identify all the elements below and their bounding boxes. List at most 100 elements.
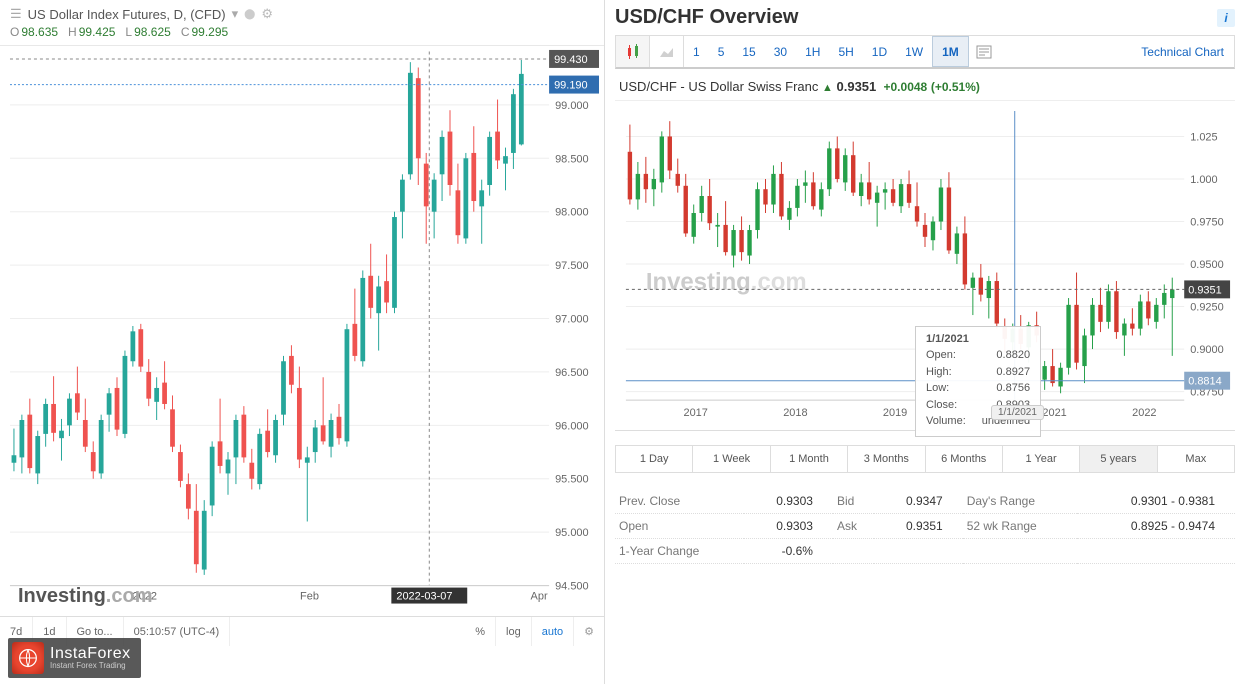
svg-text:2021: 2021 [1042, 407, 1066, 419]
overview-title: USD/CHF Overview i [615, 0, 1235, 35]
tf-tab-15[interactable]: 15 [733, 36, 764, 67]
svg-text:Feb: Feb [300, 591, 319, 603]
stat-label: Ask [833, 514, 874, 539]
stat-value: 0.9351 [874, 514, 963, 539]
svg-text:Investing.com: Investing.com [646, 269, 807, 296]
stats-row: Open0.9303Ask0.935152 wk Range0.8925 - 0… [615, 514, 1235, 539]
tf-tab-30[interactable]: 30 [765, 36, 796, 67]
dropdown-icon[interactable]: ▾ [232, 6, 239, 22]
stat-label [963, 539, 1077, 564]
gear-icon[interactable]: ⚙ [261, 6, 273, 22]
svg-text:94.500: 94.500 [555, 581, 589, 593]
right-panel: USD/CHF Overview i 1515301H5H1D1W1M Tech… [605, 0, 1245, 684]
svg-text:0.9000: 0.9000 [1190, 344, 1224, 356]
svg-text:95.000: 95.000 [555, 527, 589, 539]
ohlc-low: L98.625 [125, 25, 170, 39]
toolbar-btn-6[interactable]: auto [532, 617, 574, 646]
range-btn-1-Week[interactable]: 1 Week [693, 446, 770, 472]
technical-chart-link[interactable]: Technical Chart [1131, 45, 1234, 59]
stat-value: 0.9301 - 0.9381 [1077, 489, 1235, 514]
svg-text:2017: 2017 [684, 407, 708, 419]
date-pill: 1/1/2021 [991, 405, 1044, 420]
svg-text:2018: 2018 [783, 407, 807, 419]
svg-text:98.000: 98.000 [555, 207, 589, 219]
stat-label: 1-Year Change [615, 539, 744, 564]
svg-text:0.9500: 0.9500 [1190, 259, 1224, 271]
news-icon[interactable] [969, 45, 999, 59]
investing-watermark: Investing.com [18, 585, 152, 608]
svg-text:Apr: Apr [531, 591, 548, 603]
stats-row: Prev. Close0.9303Bid0.9347Day's Range0.9… [615, 489, 1235, 514]
svg-text:0.9750: 0.9750 [1190, 217, 1224, 229]
stat-value: 0.8925 - 0.9474 [1077, 514, 1235, 539]
instaforex-name: InstaForex [50, 646, 131, 662]
stat-label: Open [615, 514, 744, 539]
tf-tab-1W[interactable]: 1W [896, 36, 932, 67]
instaforex-logo-icon [12, 642, 44, 674]
info-icon[interactable]: i [1217, 9, 1235, 27]
instaforex-badge: InstaForex Instant Forex Trading [8, 638, 141, 678]
ohlc-open: O98.635 [10, 25, 58, 39]
svg-text:2019: 2019 [883, 407, 907, 419]
svg-text:96.000: 96.000 [555, 420, 589, 432]
tf-tab-1M[interactable]: 1M [932, 36, 969, 67]
stat-label: Bid [833, 489, 874, 514]
svg-text:0.8814: 0.8814 [1188, 376, 1222, 388]
circle-icon[interactable]: ⬤ [244, 9, 255, 20]
quote-bar: USD/CHF - US Dollar Swiss Franc ▲ 0.9351… [615, 69, 1235, 101]
left-chart-panel: ☰ US Dollar Index Futures, D, (CFD) ▾ ⬤ … [0, 0, 605, 684]
toolbar-gear-icon[interactable]: ⚙ [574, 625, 604, 638]
svg-text:1.000: 1.000 [1190, 174, 1217, 186]
svg-text:95.500: 95.500 [555, 474, 589, 486]
range-btn-6-Months[interactable]: 6 Months [926, 446, 1003, 472]
svg-text:96.500: 96.500 [555, 367, 589, 379]
svg-text:2022: 2022 [1132, 407, 1156, 419]
svg-text:97.500: 97.500 [555, 260, 589, 272]
range-btn-3-Months[interactable]: 3 Months [848, 446, 925, 472]
left-chart-area[interactable]: 94.500 95.000 95.500 96.000 96.500 97.000 97.5… [0, 46, 604, 616]
stat-label [833, 539, 874, 564]
timeframe-tabs: 1515301H5H1D1W1M Technical Chart [615, 35, 1235, 69]
stats-table: Prev. Close0.9303Bid0.9347Day's Range0.9… [615, 489, 1235, 564]
up-arrow-icon: ▲ [822, 82, 833, 94]
stat-label: 52 wk Range [963, 514, 1077, 539]
range-btn-1-Day[interactable]: 1 Day [616, 446, 693, 472]
stat-label: Prev. Close [615, 489, 744, 514]
svg-text:0.9250: 0.9250 [1190, 302, 1224, 314]
stats-row: 1-Year Change-0.6% [615, 539, 1235, 564]
svg-text:99.190: 99.190 [554, 80, 588, 92]
svg-text:2022-03-07: 2022-03-07 [396, 591, 452, 603]
stat-value: 0.9303 [744, 514, 833, 539]
stat-value [1077, 539, 1235, 564]
quote-price: 0.9351 [837, 79, 877, 94]
svg-text:97.000: 97.000 [555, 314, 589, 326]
left-chart-header: ☰ US Dollar Index Futures, D, (CFD) ▾ ⬤ … [0, 0, 604, 46]
stat-value: 0.9347 [874, 489, 963, 514]
svg-text:99.430: 99.430 [554, 54, 588, 66]
tf-tab-5[interactable]: 5 [709, 36, 734, 67]
stat-value [874, 539, 963, 564]
range-btn-5-years[interactable]: 5 years [1080, 446, 1157, 472]
ohlc-high: H99.425 [68, 25, 115, 39]
tf-tab-5H[interactable]: 5H [829, 36, 862, 67]
svg-text:99.000: 99.000 [555, 100, 589, 112]
chart-title: US Dollar Index Futures, D, (CFD) [28, 7, 226, 22]
svg-text:1.025: 1.025 [1190, 131, 1217, 143]
quote-pct: (+0.51%) [931, 80, 980, 94]
range-btn-1-Year[interactable]: 1 Year [1003, 446, 1080, 472]
range-btn-Max[interactable]: Max [1158, 446, 1234, 472]
toolbar-btn-5[interactable]: log [496, 617, 532, 646]
toolbar-btn-4[interactable]: % [465, 617, 496, 646]
quote-change: +0.0048 [884, 80, 928, 94]
area-chart-icon[interactable] [650, 36, 684, 67]
menu-icon[interactable]: ☰ [10, 6, 22, 22]
right-chart-area[interactable]: 0.87500.90000.92500.95000.97501.0001.025… [615, 101, 1235, 431]
tf-tab-1[interactable]: 1 [684, 36, 709, 67]
ohlc-close: C99.295 [181, 25, 228, 39]
instaforex-tagline: Instant Forex Trading [50, 662, 131, 670]
tf-tab-1H[interactable]: 1H [796, 36, 829, 67]
range-btn-1-Month[interactable]: 1 Month [771, 446, 848, 472]
candlestick-icon[interactable] [616, 36, 650, 67]
ohlc-row: O98.635 H99.425 L98.625 C99.295 [10, 25, 594, 39]
tf-tab-1D[interactable]: 1D [863, 36, 896, 67]
